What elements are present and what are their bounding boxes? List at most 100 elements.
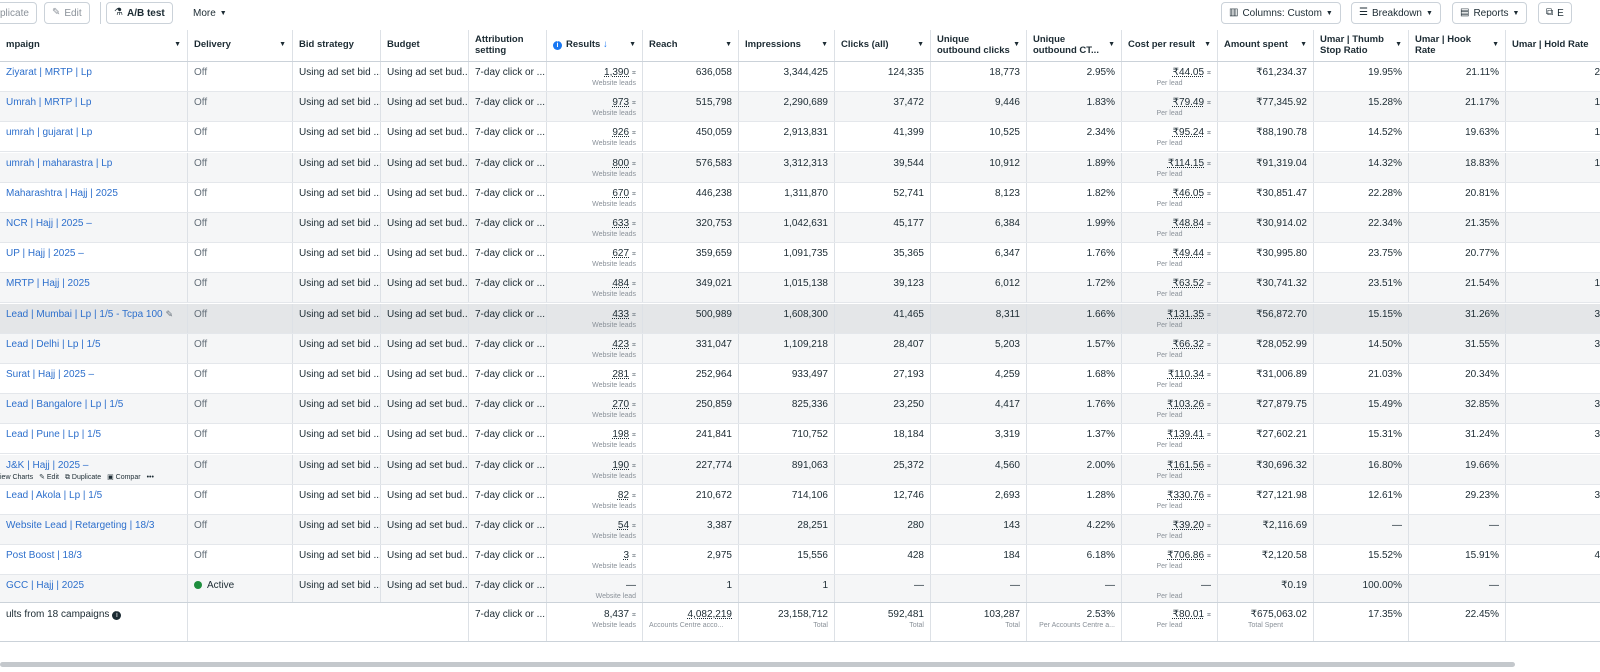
info-icon[interactable]: i — [553, 41, 562, 51]
table-row[interactable]: Maharashtra | Hajj | 2025 Off Using ad set… — [0, 182, 1600, 213]
value-cpr[interactable]: ₹103.26 — [1167, 399, 1205, 411]
campaign-name-link[interactable]: MRTP | Hajj | 2025 — [6, 278, 90, 290]
value-cpr[interactable]: ₹39.20 — [1172, 520, 1205, 531]
value-results[interactable]: 670 — [612, 187, 630, 199]
table-row[interactable]: MRTP | Hajj | 2025 Off Using ad set bid ..… — [0, 273, 1600, 304]
caret-down-icon[interactable]: ▼ — [1492, 41, 1499, 49]
column-header-unique-outbound-clicks[interactable]: Unique outbound clicks ▼ — [931, 30, 1027, 61]
column-header-budget[interactable]: Budget — [381, 30, 469, 61]
table-row[interactable]: Lead | Mumbai | Lp | 1/5 - Tcpa 100 ✎ Off U… — [0, 303, 1600, 334]
info-icon[interactable]: i — [112, 611, 122, 620]
column-header-clicks[interactable]: Clicks (all) ▼ — [835, 30, 931, 61]
value-cpr[interactable]: ₹44.05 — [1172, 67, 1205, 78]
column-header-impressions[interactable]: Impressions ▼ — [739, 30, 835, 61]
duplicate-link[interactable]: ⧉ Duplicate — [65, 474, 101, 481]
value-results[interactable]: 423 — [612, 338, 630, 350]
value-results[interactable]: 926 — [612, 127, 630, 139]
value-cpr[interactable]: ₹139.41 — [1167, 429, 1205, 441]
sort-descending-icon[interactable]: ↓ — [600, 39, 608, 51]
campaign-name-link[interactable]: J&K | Hajj | 2025 – — [6, 459, 89, 471]
value-results[interactable]: 54 — [617, 520, 630, 531]
value-results[interactable]: 633 — [612, 218, 630, 229]
value-results[interactable]: 3 — [623, 550, 630, 562]
campaign-name-link[interactable]: Lead | Akola | Lp | 1/5 — [6, 489, 103, 501]
caret-down-icon[interactable]: ▼ — [821, 41, 828, 49]
value-results[interactable]: 627 — [612, 248, 630, 260]
value-results[interactable]: 82 — [617, 489, 630, 501]
edit-link[interactable]: ✎ Edit — [39, 474, 59, 481]
breakdown-button[interactable]: ☰ Breakdown ▼ — [1351, 2, 1441, 24]
value-results[interactable]: 198 — [612, 429, 630, 441]
caret-down-icon[interactable]: ▼ — [1108, 41, 1115, 49]
column-header-results[interactable]: i Results ↓ ▼ — [547, 30, 643, 61]
table-row[interactable]: Surat | Hajj | 2025 – Off Using ad set bid… — [0, 364, 1600, 394]
view-charts-link[interactable]: iew Charts — [0, 474, 33, 481]
campaign-name-link[interactable]: Website Lead | Retargeting | 18/3 — [6, 520, 155, 531]
table-row[interactable]: NCR | Hajj | 2025 – Off Using ad set bid .… — [0, 213, 1600, 243]
caret-down-icon[interactable]: ▼ — [725, 41, 732, 49]
value-results[interactable]: 484 — [612, 278, 630, 290]
campaign-name-link[interactable]: Post Boost | 18/3 — [6, 550, 82, 562]
value-results[interactable]: — — [626, 580, 636, 592]
column-header-unique-outbound-ctr[interactable]: Unique outbound CT... ▼ — [1027, 30, 1122, 61]
value-cpr[interactable]: ₹46.05 — [1172, 187, 1205, 199]
caret-down-icon[interactable]: ▼ — [1204, 41, 1211, 49]
campaign-name-link[interactable]: GCC | Hajj | 2025 — [6, 580, 85, 592]
table-row[interactable]: Website Lead | Retargeting | 18/3 Off Usin… — [0, 515, 1600, 545]
table-row[interactable]: J&K | Hajj | 2025 – iew Charts ✎ Edit ⧉ Dup… — [0, 454, 1600, 485]
campaign-name-link[interactable]: Ziyarat | MRTP | Lp — [6, 67, 92, 78]
value-cpr[interactable]: ₹63.52 — [1172, 278, 1205, 290]
column-header-thumb-stop-ratio[interactable]: Umar | Thumb Stop Ratio ▼ — [1314, 30, 1409, 61]
column-header-hook-rate[interactable]: Umar | Hook Rate ▼ — [1409, 30, 1506, 61]
table-row[interactable]: Post Boost | 18/3 Off Using ad set bid ...… — [0, 545, 1600, 576]
column-header-cost-per-result[interactable]: Cost per result ▼ — [1122, 30, 1218, 61]
reports-button[interactable]: ▤ Reports ▼ — [1452, 2, 1528, 24]
value-cpr[interactable]: ₹131.35 — [1167, 308, 1205, 320]
caret-down-icon[interactable]: ▼ — [1013, 41, 1020, 49]
campaign-name-link[interactable]: Maharashtra | Hajj | 2025 — [6, 187, 118, 199]
campaign-name-link[interactable]: Lead | Mumbai | Lp | 1/5 - Tcpa 100 — [6, 308, 163, 320]
value-cpr[interactable]: ₹706.86 — [1167, 550, 1205, 562]
campaign-name-link[interactable]: umrah | gujarat | Lp — [6, 127, 93, 139]
caret-down-icon[interactable]: ▼ — [1300, 41, 1307, 49]
column-header-reach[interactable]: Reach ▼ — [643, 30, 739, 61]
value-results[interactable]: 281 — [612, 369, 630, 380]
caret-down-icon[interactable]: ▼ — [1395, 41, 1402, 49]
value-cpr[interactable]: ₹161.56 — [1167, 459, 1205, 471]
caret-down-icon[interactable]: ▼ — [917, 41, 924, 49]
campaign-name-link[interactable]: umrah | maharastra | Lp — [6, 157, 113, 169]
value-results[interactable]: 1,390 — [604, 67, 630, 78]
table-row[interactable]: Lead | Pune | Lp | 1/5 Off Using ad set bi… — [0, 424, 1600, 455]
column-header-bid-strategy[interactable]: Bid strategy — [293, 30, 381, 61]
column-header-attribution[interactable]: Attribution setting — [469, 30, 547, 61]
value-cpr[interactable]: ₹110.34 — [1167, 369, 1205, 380]
table-row[interactable]: Umrah | MRTP | Lp Off Using ad set bid ...… — [0, 92, 1600, 123]
campaign-name-link[interactable]: Lead | Delhi | Lp | 1/5 — [6, 338, 101, 350]
edit-button[interactable]: ✎ Edit — [44, 2, 90, 24]
value-results[interactable]: 190 — [612, 459, 630, 471]
campaign-name-link[interactable]: Lead | Bangalore | Lp | 1/5 — [6, 399, 124, 411]
table-row[interactable]: umrah | gujarat | Lp Off Using ad set bid … — [0, 122, 1600, 153]
table-row[interactable]: Ziyarat | MRTP | Lp Off Using ad set bid .… — [0, 62, 1600, 92]
footer-reach[interactable]: 4,082,219 — [687, 609, 733, 620]
value-results[interactable]: 270 — [612, 399, 630, 411]
table-row[interactable]: GCC | Hajj | 2025 Active Using ad set bid … — [0, 575, 1600, 606]
horizontal-scrollbar[interactable] — [0, 662, 1515, 667]
value-cpr[interactable]: ₹48.84 — [1172, 218, 1205, 229]
compare-link[interactable]: ▣ Compar — [107, 474, 140, 481]
campaign-name-link[interactable]: Surat | Hajj | 2025 – — [6, 369, 95, 380]
value-cpr[interactable]: ₹79.49 — [1172, 97, 1205, 109]
table-row[interactable]: umrah | maharastra | Lp Off Using ad set b… — [0, 152, 1600, 183]
columns-button[interactable]: ▥ Columns: Custom ▼ — [1221, 2, 1341, 24]
value-cpr[interactable]: ₹330.76 — [1167, 489, 1205, 501]
table-row[interactable]: Lead | Delhi | Lp | 1/5 Off Using ad set b… — [0, 333, 1600, 364]
table-row[interactable]: Lead | Akola | Lp | 1/5 Off Using ad set b… — [0, 484, 1600, 515]
table-row[interactable]: Lead | Bangalore | Lp | 1/5 Off Using ad s… — [0, 394, 1600, 425]
more-button[interactable]: More ▼ — [186, 2, 234, 24]
value-results[interactable]: 800 — [612, 157, 630, 169]
value-results[interactable]: 433 — [612, 308, 630, 320]
value-cpr[interactable]: — — [1201, 580, 1211, 592]
ab-test-button[interactable]: ⚗ A/B test — [106, 2, 173, 24]
column-header-hold-rate[interactable]: Umar | Hold Rate — [1506, 30, 1600, 61]
table-row[interactable]: UP | Hajj | 2025 – Off Using ad set bid ..… — [0, 243, 1600, 274]
